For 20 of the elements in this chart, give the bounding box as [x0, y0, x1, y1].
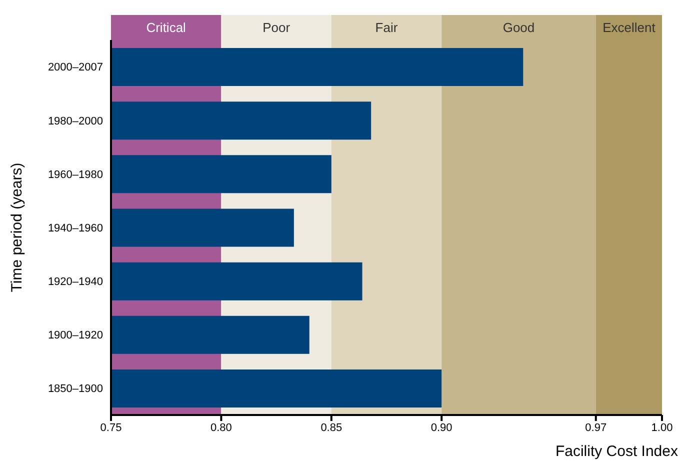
- x-tick-label: 1.00: [651, 422, 673, 434]
- y-tick-label: 1960–1980: [48, 168, 103, 181]
- y-tick-label: 1900–1920: [48, 330, 103, 342]
- y-tick-label: 1920–1940: [48, 276, 103, 288]
- band-label: Excellent: [602, 20, 656, 35]
- x-tick-label: 0.75: [100, 422, 122, 434]
- y-tick-label: 1850–1900: [48, 383, 103, 396]
- band-label: Fair: [375, 20, 398, 35]
- x-tick-label: 0.97: [585, 422, 607, 434]
- band-label: Critical: [146, 20, 186, 35]
- y-axis-title: Time period (years): [8, 162, 26, 292]
- x-tick-label: 0.80: [210, 422, 232, 434]
- y-tick-label: 1980–2000: [48, 115, 103, 128]
- x-axis-title: Facility Cost Index: [555, 443, 678, 460]
- x-tick-label: 0.85: [320, 422, 342, 434]
- band-label: Poor: [262, 20, 291, 35]
- y-tick-label: 2000–2007: [48, 62, 103, 74]
- x-tick-label: 0.90: [430, 422, 452, 434]
- band-label: Good: [502, 20, 535, 35]
- y-tick-label: 1940–1960: [48, 222, 103, 234]
